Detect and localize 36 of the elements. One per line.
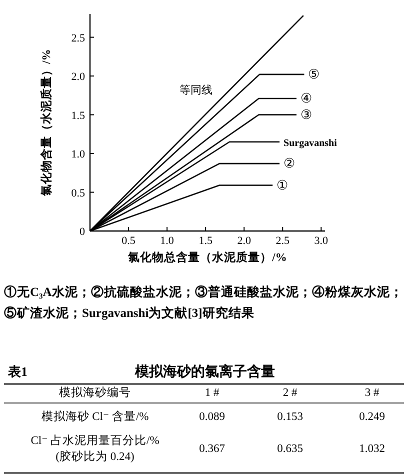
text: 2 # — [282, 387, 298, 399]
x-tick-label: 0.5 — [122, 235, 136, 247]
y-tick-label: 0 — [80, 226, 86, 238]
y-tick-label: 0.5 — [71, 187, 86, 200]
text: Cl⁻ 占水泥用量百分比/% (胶砂比为 0.24) — [30, 434, 160, 463]
series-label: ③ — [300, 106, 312, 122]
text: 3 # — [364, 387, 380, 399]
series-label: Surgavanshi — [284, 138, 338, 149]
series-label: ④ — [300, 90, 312, 106]
x-tick-label: 3.0 — [314, 235, 329, 247]
y-tick-label: 2.5 — [71, 32, 86, 44]
series-label: ⑤ — [308, 66, 320, 82]
series-label: ② — [284, 156, 296, 171]
x-tick-label: 1.0 — [160, 235, 174, 247]
y-tick-label: 1.5 — [71, 110, 86, 122]
text: 1.032 — [359, 443, 386, 455]
x-tick-label: 2.5 — [276, 235, 290, 247]
text: 模拟海砂 Cl⁻ 含量/% — [41, 409, 150, 423]
text: 0.635 — [277, 443, 304, 455]
series-label: ① — [276, 177, 289, 192]
text: 0.367 — [199, 443, 226, 455]
y-tick-label: 1.0 — [71, 148, 86, 160]
text: 模拟海砂的氯离子含量 — [134, 363, 275, 380]
text: 1 # — [204, 387, 220, 399]
series-label: 等同线 — [179, 83, 212, 96]
text: 0.249 — [359, 411, 386, 423]
text: ①无C₃A水泥；②抗硫酸盐水泥；③普通硅酸盐水泥；④粉煤灰水泥；⑤矿渣水泥；Surgavanshi为文献[3]研究结果 — [4, 284, 404, 322]
y-axis-title: 氯化物含量（水泥质量）/% — [39, 49, 53, 197]
y-tick-label: 2.0 — [71, 71, 86, 83]
x-tick-label: 1.5 — [198, 235, 213, 247]
text: 模拟海砂编号 — [59, 385, 131, 399]
x-tick-label: 2.0 — [237, 235, 252, 247]
text: 0.089 — [199, 411, 226, 423]
text: 表1 — [7, 364, 28, 379]
x-axis-title: 氯化物总含量（水泥质量）/% — [127, 250, 287, 264]
text: 0.153 — [277, 411, 304, 423]
